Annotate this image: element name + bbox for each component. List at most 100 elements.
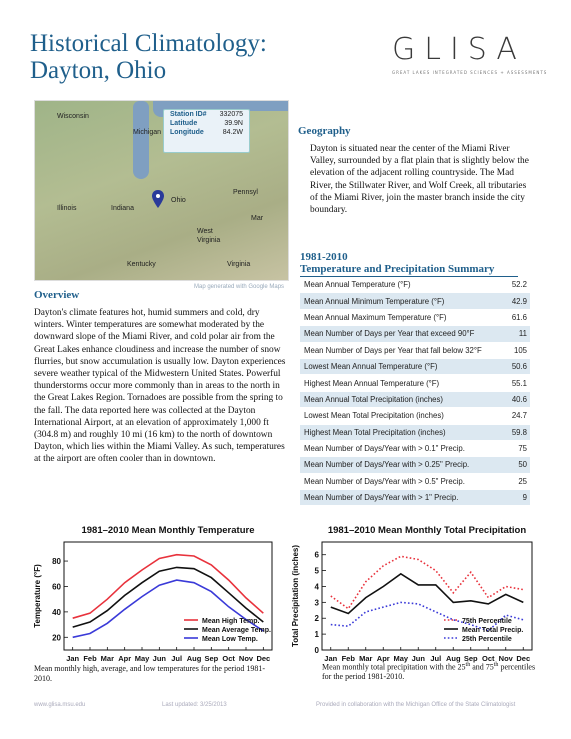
temp-y-tick-label: 40 <box>52 608 61 617</box>
caption-part: and 75 <box>470 662 494 672</box>
summary-row: Mean Annual Minimum Temperature (°F) 42.9 <box>300 292 530 310</box>
caption-sup: th <box>465 662 471 668</box>
temp-x-tick-label: Oct <box>222 654 235 663</box>
summary-label: Mean Number of Days/Year with > 0.25" Pr… <box>300 456 506 474</box>
temp-plot-frame <box>63 541 273 651</box>
summary-value: 105 <box>505 342 530 359</box>
summary-title: 1981-2010 Temperature and Precipitation … <box>300 251 518 277</box>
precip-x-tick-label: Sep <box>464 654 478 663</box>
summary-row: Mean Number of Days/Year with > 0.25" Pr… <box>300 456 530 474</box>
summary-label: Mean Number of Days/Year with > 1" Preci… <box>300 489 506 507</box>
summary-row: Mean Number of Days per Year that exceed… <box>300 325 530 343</box>
station-value: 39.9N <box>224 120 243 127</box>
logo-word: GLISA <box>392 32 526 67</box>
map-label-pennsylvania: Pennsyl <box>233 189 258 196</box>
summary-label: Lowest Mean Annual Temperature (°F) <box>300 358 506 376</box>
summary-value: 61.6 <box>505 309 530 327</box>
temp-x-tick-label: Mar <box>101 654 114 663</box>
summary-table: Mean Annual Temperature (°F) 52.2 Mean Ann… <box>300 277 530 507</box>
precip-legend-label: 75th Percentile <box>462 618 512 625</box>
summary-value: 42.9 <box>505 292 530 310</box>
summary-label: Mean Number of Days per Year that exceed… <box>300 325 506 343</box>
summary-row: Mean Number of Days/Year with > 0.5" Pre… <box>300 473 530 491</box>
precip-x-tick-label: Feb <box>342 654 356 663</box>
station-row: Station ID# 332075 <box>164 110 249 119</box>
summary-row: Mean Annual Temperature (°F) 52.2 <box>300 277 530 294</box>
temp-x-tick-label: Feb <box>83 654 97 663</box>
summary-label: Lowest Mean Total Precipitation (inches) <box>300 407 506 425</box>
station-info-box: Station ID# 332075 Latitude 39.9N Longitud… <box>163 109 250 153</box>
temp-y-tick-label: 80 <box>52 557 61 566</box>
caption-part: Mean monthly total precipitation with th… <box>322 662 466 672</box>
station-key: Longitude <box>170 129 204 136</box>
precip-x-tick-label: Dec <box>516 654 530 663</box>
map-label-west-virginia: West Virginia <box>197 228 221 244</box>
station-value: 332075 <box>219 111 243 118</box>
footer-url[interactable]: www.glisa.msu.edu <box>34 702 86 708</box>
precip-series-line-2 <box>330 572 524 615</box>
precip-y-axis-label: Total Precipitation (inches) <box>291 545 300 647</box>
map-pin-icon[interactable] <box>152 190 164 208</box>
summary-value: 9 <box>505 489 530 507</box>
summary-label: Mean Number of Days/Year with > 0.1" Pre… <box>300 440 506 458</box>
temp-legend-label: Mean High Temp. <box>202 618 259 625</box>
temp-series-line-3 <box>72 579 264 639</box>
title-line-1: Historical Climatology: <box>30 30 267 57</box>
summary-value: 50.6 <box>505 358 530 376</box>
precip-chart-title: 1981–2010 Mean Monthly Total Precipitati… <box>328 525 527 536</box>
overview-text: Dayton's climate features hot, humid sum… <box>34 308 286 465</box>
summary-label: Mean Annual Maximum Temperature (°F) <box>300 309 506 327</box>
caption-part: percentiles for the period 1981-2010. <box>322 662 536 682</box>
summary-row: Highest Mean Annual Temperature (°F) 55.1 <box>300 374 530 392</box>
summary-label: Mean Annual Total Precipitation (inches) <box>300 391 506 409</box>
precip-y-tick-label: 0 <box>315 646 320 655</box>
logo-tagline: GREAT LAKES INTEGRATED SCIENCES + ASSESS… <box>392 70 548 75</box>
temp-series-line-1 <box>72 553 264 619</box>
precip-x-tick-label: Aug <box>446 654 461 663</box>
summary-value: 11 <box>505 325 530 343</box>
summary-label: Mean Annual Minimum Temperature (°F) <box>300 292 506 310</box>
precip-y-tick-label: 3 <box>315 598 320 607</box>
footer-credit: Provided in collaboration with the Michi… <box>316 702 516 708</box>
precip-x-tick-label: Oct <box>482 654 495 663</box>
precip-series-line-1 <box>330 555 524 610</box>
precip-x-tick-label: Nov <box>499 654 514 663</box>
title-line-2: Dayton, Ohio <box>30 57 167 84</box>
precipitation-chart: 1981–2010 Mean Monthly Total Precipitati… <box>288 520 540 672</box>
precip-x-tick-label: Mar <box>359 654 372 663</box>
summary-label: Highest Mean Annual Temperature (°F) <box>300 374 506 392</box>
summary-row: Mean Annual Maximum Temperature (°F) 61.6 <box>300 309 530 327</box>
map-label-maryland: Mar <box>251 215 264 222</box>
temp-x-tick-label: May <box>135 654 150 663</box>
precipitation-chart-svg: 1981–2010 Mean Monthly Total Precipitati… <box>291 525 533 663</box>
geography-text: Dayton is situated near the center of th… <box>310 144 529 216</box>
map-label-virginia: Virginia <box>227 261 251 268</box>
caption-sup: th <box>493 662 499 668</box>
summary-value: 40.6 <box>505 391 530 409</box>
temperature-caption: Mean monthly high, average, and low temp… <box>34 664 266 683</box>
temp-series-line-2 <box>72 566 264 628</box>
map-label-wisconsin: Wisconsin <box>57 113 89 120</box>
temp-x-tick-label: Apr <box>118 654 131 663</box>
precip-legend-label: Mean Total Precip. <box>462 627 523 634</box>
summary-row: Mean Number of Days per Year that fall b… <box>300 342 530 359</box>
summary-value: 50 <box>505 456 530 474</box>
summary-value: 25 <box>505 473 530 491</box>
summary-title-line-2: Temperature and Precipitation Summary <box>300 263 518 277</box>
summary-title-line-1: 1981-2010 <box>300 251 348 263</box>
page-title: Historical Climatology: Dayton, Ohio <box>30 30 267 84</box>
summary-row: Mean Annual Total Precipitation (inches)… <box>300 391 530 409</box>
station-value: 84.2W <box>222 129 243 136</box>
precip-y-tick-label: 4 <box>315 582 320 591</box>
temp-x-tick-label: Dec <box>256 654 270 663</box>
precip-y-tick-label: 1 <box>315 630 320 639</box>
station-map: Wisconsin Michigan Illinois Indiana Ohio… <box>34 100 289 281</box>
summary-value: 55.1 <box>505 374 530 392</box>
temp-x-tick-label: Jun <box>153 654 167 663</box>
map-label-kentucky: Kentucky <box>127 261 156 268</box>
temp-x-tick-label: Jul <box>171 654 182 663</box>
summary-label: Mean Number of Days/Year with > 0.5" Pre… <box>300 473 506 491</box>
precip-x-tick-label: Jan <box>324 654 337 663</box>
precip-plot-frame <box>321 541 533 651</box>
temp-x-tick-label: Sep <box>204 654 218 663</box>
